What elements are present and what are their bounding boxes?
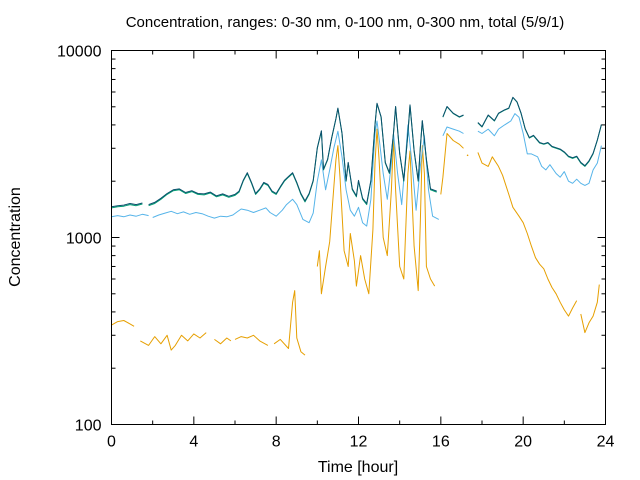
series-layer [111,96,602,356]
x-tick-label-6: 24 [597,434,615,451]
y-tick-label-0: 100 [75,418,102,435]
y-tick-label-1: 1000 [66,231,102,248]
series-0-segment-4 [273,290,306,356]
series-0-segment-9 [580,284,600,334]
y-tick-label-2: 10000 [57,44,102,61]
x-tick-label-4: 16 [432,434,450,451]
series-0-segment-2 [214,337,232,345]
series-0-segment-3 [234,334,269,346]
series-3-segment-1 [148,102,437,206]
series-1-segment-2 [442,126,464,137]
series-0-segment-5 [316,128,436,295]
series-0-point-7 [466,154,469,157]
series-1-segment-1 [152,120,440,227]
x-tick-label-2: 8 [272,434,281,451]
series-0-segment-8 [477,152,578,317]
series-0-segment-6 [440,133,464,195]
x-tick-label-1: 4 [189,434,198,451]
series-3-segment-2 [442,106,464,118]
series-0-segment-1 [140,332,207,351]
x-tick-label-5: 20 [514,434,532,451]
plot-frame [111,50,606,425]
x-tick-label-3: 12 [350,434,368,451]
y-axis-label: Concentration [7,187,24,287]
x-axis-label: Time [hour] [318,459,398,476]
ticks-layer: 0 4 8 12 16 20 24 100 1000 10000 [57,44,615,451]
series-3-segment-3 [477,96,602,167]
series-0-segment-0 [111,320,135,327]
series-1-segment-3 [477,113,602,186]
series-1-segment-0 [111,213,149,218]
series-2-segment-0 [111,203,143,209]
series-3-segment-0 [111,202,143,208]
x-tick-label-0: 0 [107,434,116,451]
chart-title: Concentration, ranges: 0-30 nm, 0-100 nm… [126,14,565,31]
